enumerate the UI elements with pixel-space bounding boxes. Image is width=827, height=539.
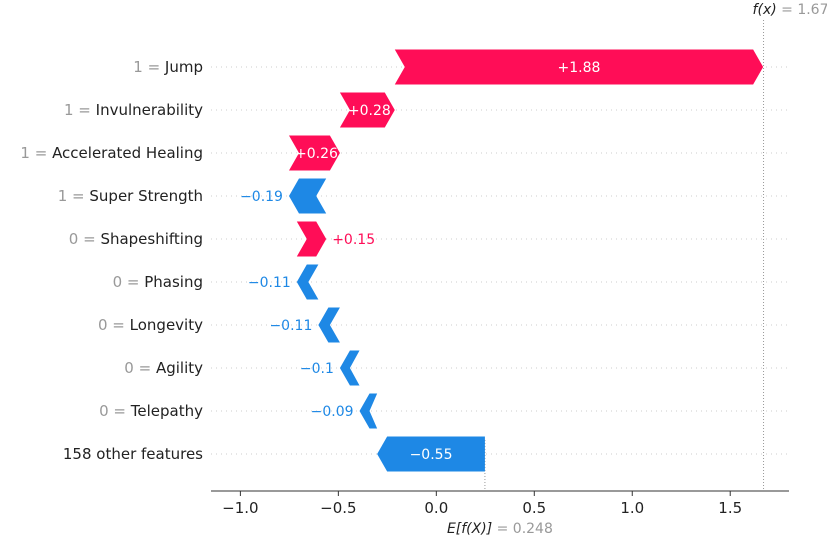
- contribution-bar: [359, 393, 378, 429]
- x-tick-label: 1.0: [620, 499, 644, 517]
- x-tick-label: 0.5: [522, 499, 546, 517]
- contribution-bar: [296, 264, 319, 300]
- rows-layer: 1 = Jump 1 = Invulnerability 1 = Accelerat…: [20, 20, 789, 491]
- bar-value-label: −0.55: [410, 447, 453, 463]
- feature-label: 0 = Shapeshifting: [69, 230, 203, 248]
- x-tick-label: −1.0: [222, 499, 258, 517]
- bar-value-label: −0.09: [311, 404, 354, 420]
- bar-value-label: −0.1: [300, 361, 334, 377]
- x-tick-label: 1.5: [718, 499, 742, 517]
- contribution-bar: [377, 436, 485, 472]
- contribution-bar: [339, 350, 360, 386]
- bar-value-label: −0.11: [248, 275, 291, 291]
- contribution-bar: [296, 221, 327, 257]
- bar-value-label: +0.15: [332, 232, 375, 248]
- bar-value-label: −0.11: [269, 318, 312, 334]
- feature-label: 1 = Jump: [133, 58, 203, 76]
- feature-label: 1 = Super Strength: [58, 187, 203, 205]
- bar-value-label: +1.88: [558, 60, 601, 76]
- base-value-label: E[f(X)] = 0.248: [447, 521, 553, 537]
- contribution-bar: [288, 178, 327, 214]
- x-axis: −1.0 −0.5 0.0 0.5 1.0 1.5: [211, 490, 789, 517]
- x-tick-label: 0.0: [424, 499, 448, 517]
- bar-value-label: +0.28: [348, 103, 391, 119]
- bars-layer: +1.88 +0.28 +0.26 −0.19 +0.15 −0.11 −0.11 −0.1 −…: [240, 49, 764, 472]
- x-tick-label: −0.5: [320, 499, 356, 517]
- contribution-bar: [288, 135, 340, 171]
- feature-label: 0 = Phasing: [113, 273, 203, 291]
- feature-label: 0 = Telepathy: [99, 402, 203, 420]
- contribution-bar: [339, 92, 395, 128]
- contribution-bar: [394, 49, 764, 85]
- bar-value-label: +0.26: [295, 146, 338, 162]
- meta-labels: E[f(X)] = 0.248 f(x) = 1.67: [447, 2, 827, 537]
- feature-label: 0 = Agility: [124, 359, 203, 377]
- feature-label: 1 = Accelerated Healing: [20, 144, 203, 162]
- output-value-label: f(x) = 1.67: [753, 2, 827, 18]
- feature-label: 1 = Invulnerability: [64, 101, 203, 119]
- feature-label: 0 = Longevity: [98, 316, 203, 334]
- contribution-bar: [318, 307, 340, 343]
- bar-value-label: −0.19: [240, 189, 283, 205]
- feature-label: 158 other features: [63, 445, 203, 463]
